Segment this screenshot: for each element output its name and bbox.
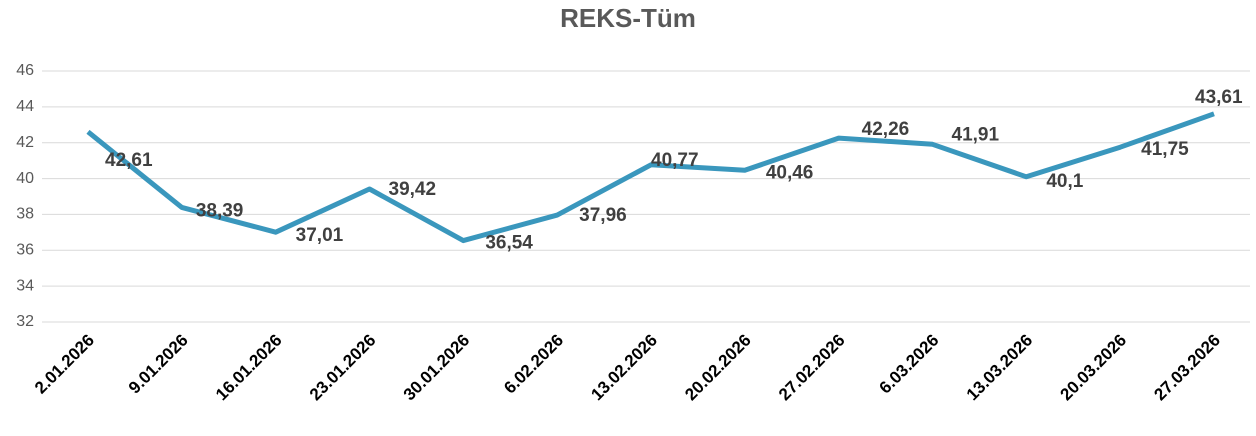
x-tick-label: 27.03.2026: [1150, 331, 1224, 405]
x-tick-label: 9.01.2026: [125, 331, 192, 398]
y-tick-label: 38: [16, 206, 34, 223]
x-tick-label: 2.01.2026: [31, 331, 98, 398]
data-label: 39,42: [389, 179, 437, 200]
x-tick-label: 20.03.2026: [1057, 331, 1131, 405]
x-tick-label: 6.03.2026: [876, 331, 943, 398]
y-tick-label: 34: [16, 277, 34, 294]
data-label: 37,01: [296, 225, 344, 246]
data-label: 41,75: [1141, 139, 1189, 160]
data-label: 40,77: [651, 150, 699, 171]
data-label: 37,96: [579, 205, 627, 226]
data-label: 36,54: [485, 233, 533, 254]
data-label: 43,61: [1195, 87, 1243, 108]
y-tick-label: 46: [16, 62, 34, 79]
x-tick-label: 6.02.2026: [500, 331, 567, 398]
data-label: 40,1: [1046, 171, 1083, 192]
x-tick-label: 23.01.2026: [306, 331, 380, 405]
x-tick-label: 20.02.2026: [681, 331, 755, 405]
data-label: 40,46: [766, 162, 814, 183]
y-tick-label: 40: [16, 170, 34, 187]
y-tick-label: 32: [16, 313, 34, 330]
chart-title: REKS-Tüm: [560, 3, 696, 33]
y-tick-label: 42: [16, 134, 34, 151]
x-tick-label: 13.03.2026: [963, 331, 1037, 405]
x-tick-label: 16.01.2026: [212, 331, 286, 405]
line: [86, 111, 1215, 244]
y-tick-label: 36: [16, 242, 34, 259]
x-tick-label: 27.02.2026: [775, 331, 849, 405]
y-tick-label: 44: [16, 98, 34, 115]
data-label: 42,61: [105, 150, 153, 171]
data-label: 41,91: [952, 124, 1000, 145]
data-label: 42,26: [862, 119, 910, 140]
data-label: 38,39: [196, 200, 244, 221]
x-tick-label: 30.01.2026: [400, 331, 474, 405]
x-tick-label: 13.02.2026: [587, 331, 661, 405]
